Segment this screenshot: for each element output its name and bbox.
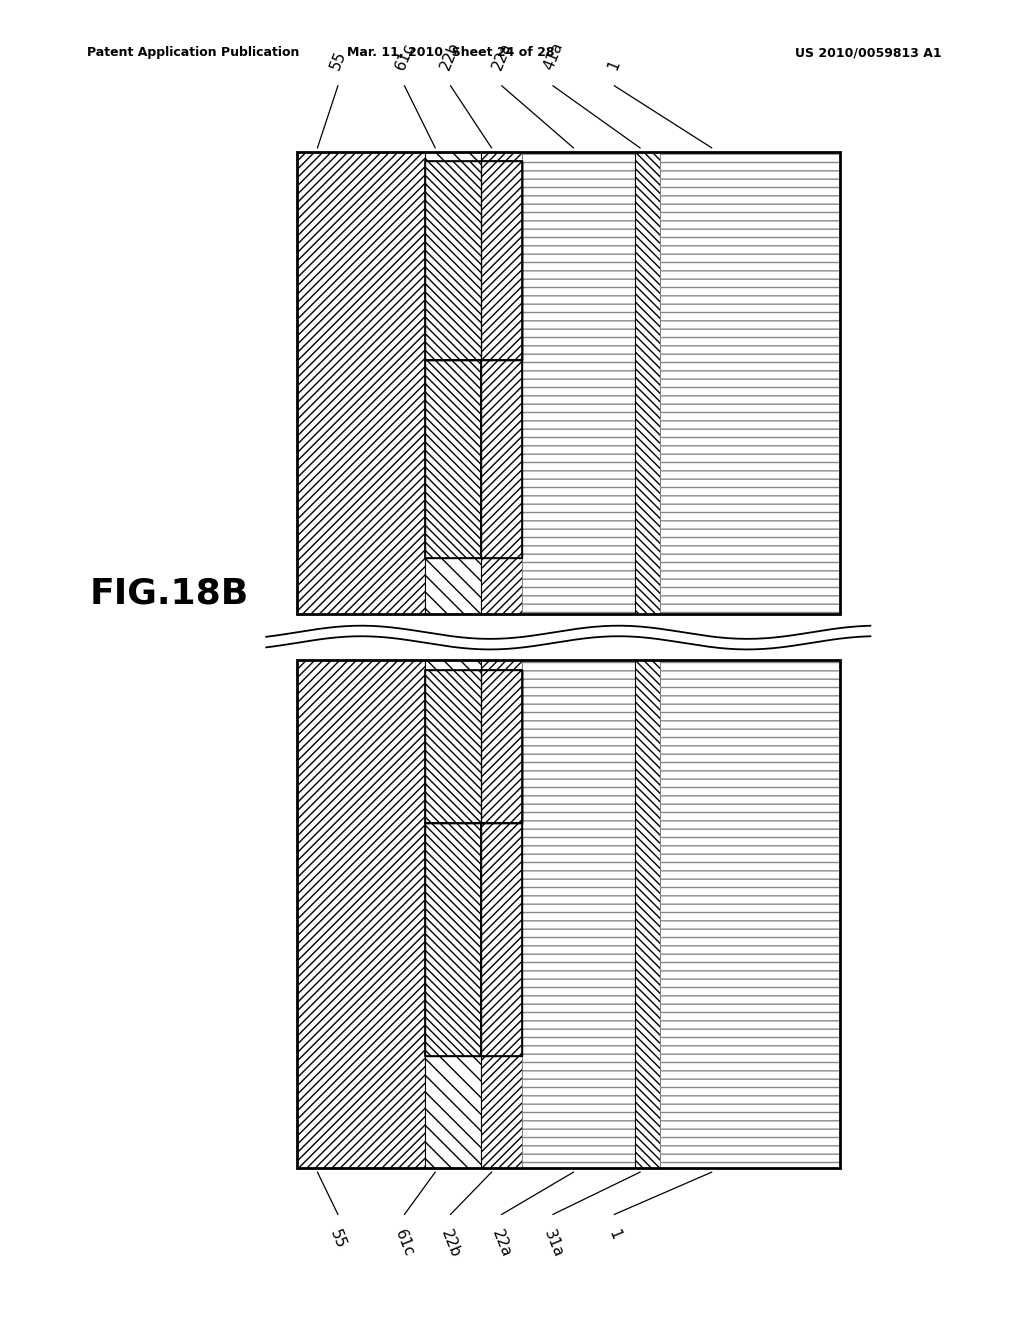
- Text: 22a: 22a: [489, 41, 514, 73]
- Bar: [481, 671, 522, 1056]
- Bar: [425, 671, 522, 822]
- Text: 22b: 22b: [438, 40, 463, 73]
- Bar: [425, 822, 481, 1056]
- Bar: [425, 359, 481, 558]
- Text: 41a: 41a: [541, 41, 565, 73]
- Bar: [522, 152, 635, 614]
- Bar: [481, 359, 522, 558]
- Bar: [635, 660, 660, 1168]
- Bar: [297, 660, 425, 1168]
- Bar: [425, 152, 481, 614]
- Bar: [425, 822, 481, 1056]
- Text: 55: 55: [328, 49, 348, 73]
- Bar: [425, 359, 481, 558]
- Text: 61c: 61c: [392, 1228, 417, 1259]
- Bar: [481, 161, 522, 558]
- Bar: [297, 152, 425, 614]
- Bar: [481, 152, 522, 614]
- Bar: [425, 660, 481, 1168]
- Text: FIG.18B: FIG.18B: [89, 577, 249, 611]
- Bar: [660, 152, 840, 614]
- Bar: [425, 161, 522, 359]
- Bar: [297, 152, 840, 614]
- Bar: [660, 660, 840, 1168]
- Text: 61c: 61c: [392, 41, 417, 73]
- Bar: [297, 660, 840, 1168]
- Bar: [522, 660, 635, 1168]
- Text: 31a: 31a: [541, 1228, 565, 1259]
- Text: 1: 1: [605, 1228, 624, 1242]
- Bar: [425, 671, 522, 822]
- Text: US 2010/0059813 A1: US 2010/0059813 A1: [796, 46, 942, 59]
- Bar: [481, 660, 522, 1168]
- Bar: [481, 671, 522, 822]
- Text: Patent Application Publication: Patent Application Publication: [87, 46, 299, 59]
- Text: Mar. 11, 2010  Sheet 24 of 28: Mar. 11, 2010 Sheet 24 of 28: [347, 46, 554, 59]
- Text: 1: 1: [605, 58, 624, 73]
- Text: 55: 55: [328, 1228, 348, 1251]
- Bar: [481, 161, 522, 359]
- Text: 22a: 22a: [489, 1228, 514, 1259]
- Bar: [481, 822, 522, 1056]
- Bar: [425, 161, 522, 359]
- Text: 22b: 22b: [438, 1228, 463, 1261]
- Bar: [635, 152, 660, 614]
